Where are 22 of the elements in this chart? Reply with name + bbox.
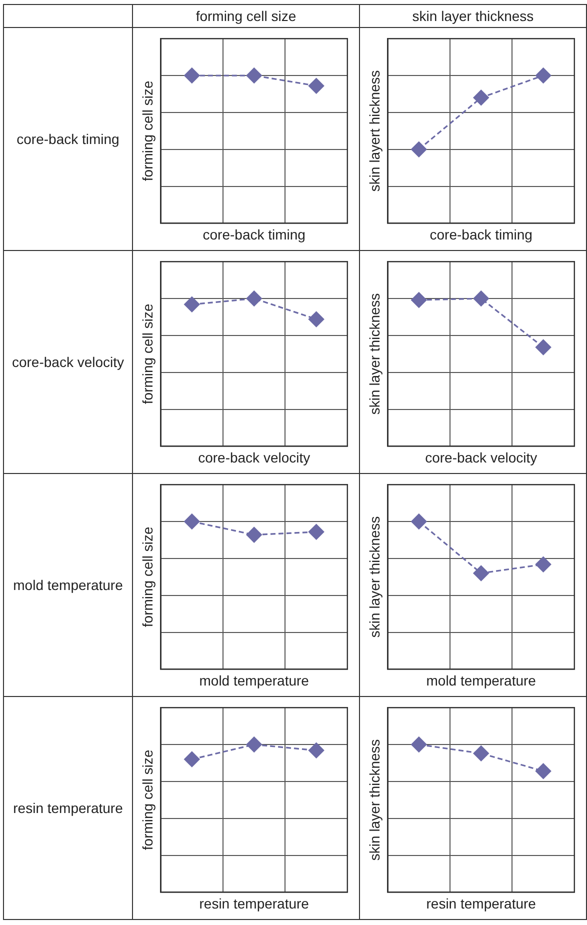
y-axis-title: forming cell size — [139, 526, 156, 628]
x-axis-title: core-back timing — [430, 226, 532, 242]
y-axis-title: skin layer thickness — [366, 739, 382, 861]
y-axis-title: skin layert hickness — [366, 70, 382, 192]
text: core-back timing — [4, 28, 132, 250]
text: resin temperature — [4, 696, 132, 920]
y-axis-title: forming cell size — [139, 750, 156, 850]
chart-title: forming cell size — [132, 4, 360, 28]
x-axis-title: resin temperature — [199, 895, 310, 912]
x-axis-title: core-back velocity — [425, 449, 538, 466]
x-axis-title: core-back velocity — [198, 449, 310, 466]
y-axis-title: skin layer thickness — [366, 516, 382, 638]
x-axis-title: mold temperature — [199, 672, 310, 688]
x-axis-title: resin temperature — [426, 895, 536, 912]
x-axis-title: mold temperature — [426, 672, 536, 688]
text: core-back velocity — [4, 250, 132, 474]
x-axis-title: core-back timing — [202, 226, 306, 242]
y-axis-title: forming cell size — [139, 80, 156, 182]
text: mold temperature — [4, 474, 132, 696]
y-axis-title: forming cell size — [139, 304, 156, 404]
chart-title: skin layer thickness — [360, 4, 586, 28]
y-axis-title: skin layer thickness — [366, 293, 382, 415]
